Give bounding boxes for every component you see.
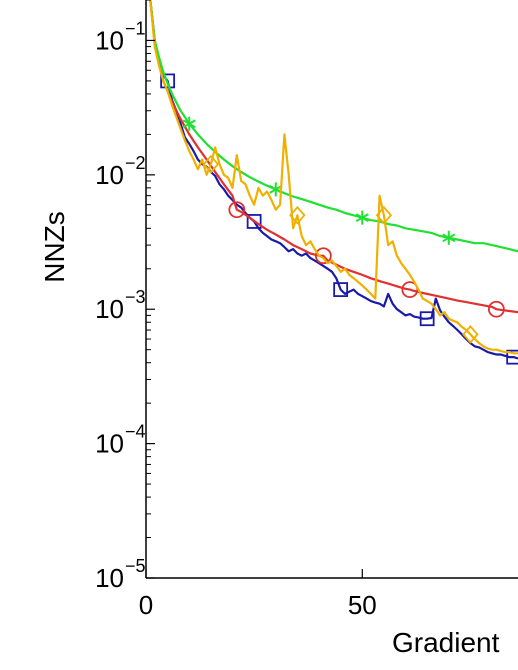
y-tick-label: 10 bbox=[95, 294, 124, 324]
y-tick-label-exponent: −3 bbox=[125, 287, 146, 307]
series-marker-circle bbox=[314, 247, 332, 265]
y-tick-label-exponent: −5 bbox=[125, 556, 146, 576]
series-marker-circle bbox=[487, 300, 505, 318]
series-marker-square bbox=[246, 214, 262, 229]
y-tick-label-exponent: −4 bbox=[125, 422, 146, 442]
series-marker-square bbox=[160, 73, 176, 89]
series-line bbox=[149, 0, 518, 253]
series-line bbox=[149, 0, 518, 314]
series-circle bbox=[149, 0, 518, 318]
y-tick-label: 10 bbox=[95, 563, 124, 593]
series-marker-square bbox=[506, 349, 518, 365]
series-marker-diamond bbox=[462, 325, 479, 344]
x-axis-label: Gradient bbox=[392, 627, 500, 658]
y-tick-label: 10 bbox=[95, 429, 124, 459]
series-diamond bbox=[149, 0, 518, 355]
series-marker-diamond bbox=[289, 205, 306, 225]
y-tick-label: 10 bbox=[95, 25, 124, 55]
series-square bbox=[149, 0, 518, 365]
series-marker-circle bbox=[228, 201, 246, 219]
series-asterisk bbox=[149, 0, 518, 253]
series-marker-asterisk bbox=[182, 116, 196, 131]
x-tick-label: 50 bbox=[348, 590, 377, 620]
y-tick-label-exponent: −2 bbox=[125, 153, 146, 173]
y-axis-label: NNZs bbox=[39, 211, 70, 283]
series-line bbox=[149, 0, 518, 360]
axes-layer: 10 −110 −210 −310 −410 −50 50 bbox=[95, 0, 518, 620]
series-marker-square bbox=[419, 311, 435, 327]
y-tick-label-exponent: −1 bbox=[125, 18, 146, 38]
y-tick-label: 10 bbox=[95, 160, 124, 190]
series-marker-square bbox=[333, 282, 349, 297]
x-tick-label: 0 bbox=[139, 590, 153, 620]
series-marker-diamond bbox=[202, 154, 220, 174]
series-layer bbox=[149, 0, 518, 365]
series-marker-diamond bbox=[375, 205, 393, 225]
series-line bbox=[149, 0, 518, 355]
series-marker-asterisk bbox=[442, 230, 456, 245]
series-marker-asterisk bbox=[355, 210, 369, 225]
